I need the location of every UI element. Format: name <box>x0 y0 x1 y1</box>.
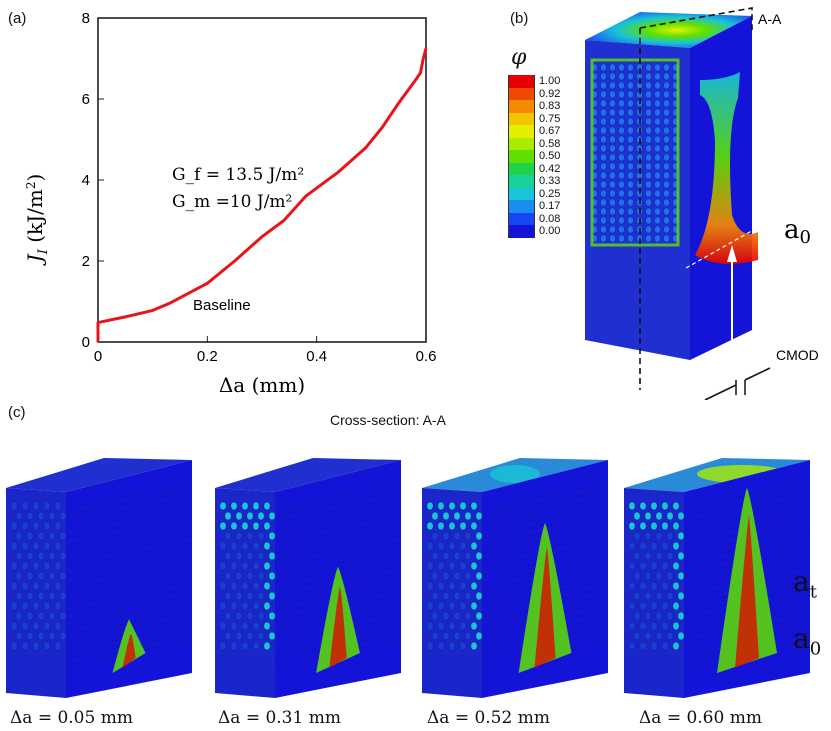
legend-level: 0.58 <box>539 137 561 150</box>
legend-level: 0.25 <box>539 187 561 200</box>
cross-section-view <box>422 458 609 698</box>
section-label: A-A <box>758 11 782 27</box>
legend-row: 0.50 <box>508 150 560 163</box>
annotation-gm: G_m =10 J/m² <box>172 192 292 212</box>
legend-swatch <box>508 112 535 125</box>
legend-swatch <box>508 225 535 238</box>
annotation-gf: G_f = 13.5 J/m² <box>172 165 304 185</box>
y-tick-label: 8 <box>82 10 90 27</box>
legend-level: 0.83 <box>539 100 561 113</box>
legend-level: 0.00 <box>539 225 561 238</box>
x-tick-label: 0.6 <box>416 348 437 365</box>
legend-row: 0.00 <box>508 225 560 238</box>
legend-swatch <box>508 175 535 188</box>
caption-052: Δa = 0.52 mm <box>427 708 550 728</box>
jr-curve-chart: 0 0.2 0.4 0.6 0 2 4 6 8 JI (kJ/m2) Δa (mm) G_f =… <box>23 10 437 397</box>
legend-swatch <box>508 200 535 213</box>
legend-level: 0.08 <box>539 212 561 225</box>
legend-row: 1.00 <box>508 75 560 88</box>
phi-symbol: φ <box>511 45 527 70</box>
legend-level: 0.33 <box>539 175 561 188</box>
x-tick-label: 0.4 <box>306 348 327 365</box>
legend-row: 0.58 <box>508 137 561 150</box>
cross-section-title: Cross-section: A-A <box>330 412 446 428</box>
legend-row: 0.33 <box>508 175 560 188</box>
legend-row: 0.42 <box>508 162 561 175</box>
legend-swatch <box>508 137 535 150</box>
y-tick-label: 6 <box>82 91 90 108</box>
legend-level: 1.00 <box>539 75 561 88</box>
x-tick-label: 0.2 <box>197 348 218 365</box>
legend-level: 0.17 <box>539 200 561 213</box>
fiber-array <box>592 60 678 245</box>
at-label: at <box>793 565 817 603</box>
legend-swatch <box>508 75 535 88</box>
damage-zone <box>695 72 758 264</box>
caption-060: Δa = 0.60 mm <box>639 708 762 728</box>
legend-level: 0.50 <box>539 150 561 163</box>
annotation-baseline: Baseline <box>193 297 251 314</box>
legend-row: 0.75 <box>508 112 561 125</box>
legend-row: 0.25 <box>508 187 561 200</box>
legend-swatch <box>508 87 535 100</box>
a0-label: a0 <box>784 215 811 248</box>
legend-swatch <box>508 150 535 163</box>
y-tick-label: 2 <box>82 253 90 270</box>
y-tick-label: 0 <box>82 334 90 351</box>
legend-swatch <box>508 125 535 138</box>
legend-row: 0.08 <box>508 212 561 225</box>
legend-row: 0.92 <box>508 87 561 100</box>
legend-swatch <box>508 162 535 175</box>
contour-legend: φ 1.00 0.92 0.83 0.75 0.67 0.58 0.50 0.42 0.33 0.… <box>505 45 585 238</box>
cross-section-view <box>6 458 193 698</box>
full-model-view: A-A a0 CMOD <box>585 7 819 400</box>
legend-level: 0.42 <box>539 162 561 175</box>
x-tick-label: 0 <box>94 348 102 365</box>
specimen-top-face <box>585 12 752 48</box>
cmod-label: CMOD <box>776 347 819 363</box>
panel-label-c: (c) <box>8 404 26 421</box>
legend-level: 0.92 <box>539 87 561 100</box>
panel-label-a: (a) <box>8 10 27 27</box>
legend-row: 0.67 <box>508 125 560 138</box>
cross-section-view <box>624 458 811 698</box>
caption-005: Δa = 0.05 mm <box>10 708 133 728</box>
cross-section-view <box>215 458 402 698</box>
legend-level: 0.67 <box>539 125 561 138</box>
y-tick-label: 4 <box>82 172 90 189</box>
legend-swatch <box>508 187 535 200</box>
caption-031: Δa = 0.31 mm <box>218 708 341 728</box>
y-axis-label: JI (kJ/m2) <box>23 174 51 267</box>
legend-swatch <box>508 212 535 225</box>
legend-swatch <box>508 100 535 113</box>
legend-level: 0.75 <box>539 112 561 125</box>
legend-row: 0.17 <box>508 200 560 213</box>
panel-label-b: (b) <box>510 10 529 27</box>
legend-row: 0.83 <box>508 100 560 113</box>
a0-label-c: a0 <box>793 622 822 660</box>
series-line-baseline <box>96 47 428 342</box>
x-axis-label: Δa (mm) <box>219 373 305 397</box>
